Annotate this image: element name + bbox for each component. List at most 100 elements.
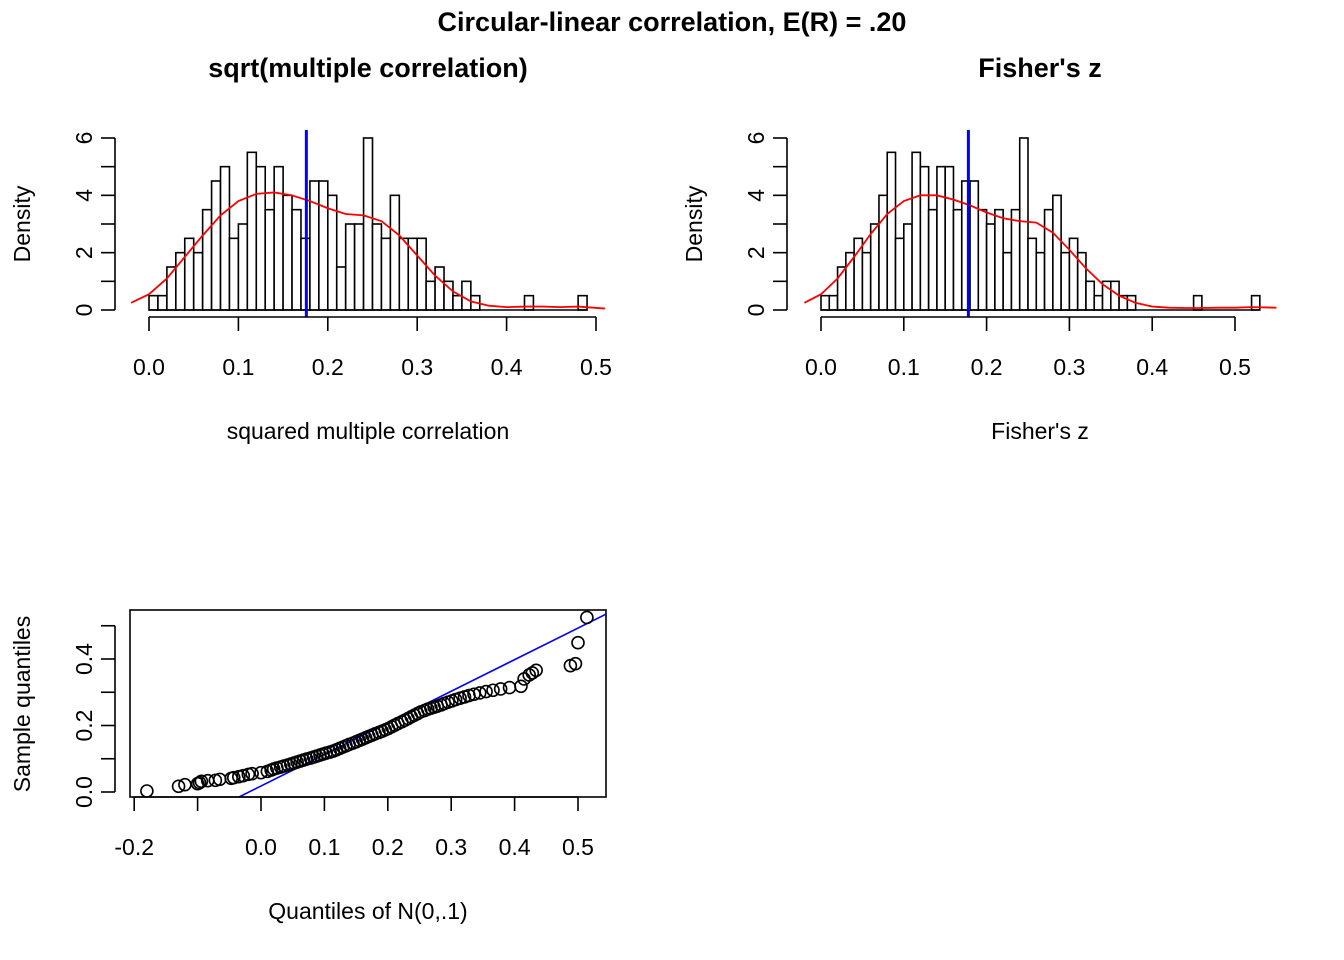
histogram-bar xyxy=(1027,237,1038,311)
qq-point xyxy=(486,683,500,698)
x-axis-label: squared multiple correlation xyxy=(227,418,510,444)
qq-point xyxy=(192,775,207,790)
histogram-bar xyxy=(1093,294,1104,311)
x-tick-label: 0.3 xyxy=(1053,354,1085,380)
x-tick-label: 0.4 xyxy=(499,834,531,860)
histogram-bar xyxy=(1010,208,1021,311)
y-tick-label: 6 xyxy=(71,132,97,145)
x-tick-label: 0.3 xyxy=(435,834,467,860)
histogram-bar xyxy=(335,266,347,311)
histogram-bar xyxy=(219,165,231,311)
x-axis-label: Fisher's z xyxy=(991,418,1089,444)
y-tick-label: 0 xyxy=(743,304,769,317)
panel-title: sqrt(multiple correlation) xyxy=(208,53,528,83)
histogram-bar xyxy=(434,266,445,311)
y-tick-label: 0.4 xyxy=(71,643,97,675)
histogram-bar xyxy=(273,165,284,311)
histogram-bar xyxy=(1043,208,1054,311)
x-tick-label: 0.0 xyxy=(805,354,837,380)
x-axis: 0.0 0.1 0.2 0.3 0.4 0.5 xyxy=(133,316,612,380)
histogram-bar xyxy=(861,251,872,311)
histogram-bar xyxy=(318,180,329,311)
y-axis-label: Sample quantiles xyxy=(9,616,35,792)
histogram-bar xyxy=(1002,251,1013,311)
histogram-bar xyxy=(192,251,204,311)
histogram-bar xyxy=(911,151,922,311)
density-curve xyxy=(130,191,606,310)
histogram-bar xyxy=(210,180,222,311)
x-axis: -0.2 0.0 0.1 0.2 0.3 0.4 0.5 xyxy=(114,796,594,860)
x-axis: 0.0 0.1 0.2 0.3 0.4 0.5 xyxy=(805,316,1251,380)
x-tick-label: 0.1 xyxy=(308,834,340,860)
histogram-bar xyxy=(344,223,356,311)
x-tick-label: 0.5 xyxy=(562,834,594,860)
panel-title: Fisher's z xyxy=(978,53,1101,83)
histogram-bar xyxy=(452,294,463,311)
x-tick-label: 0.2 xyxy=(372,834,404,860)
histogram-bar xyxy=(1018,137,1029,311)
histogram-bar xyxy=(853,237,864,311)
histogram-bar xyxy=(878,194,889,311)
x-tick-label: 0.2 xyxy=(971,354,1003,380)
histogram-bar xyxy=(255,165,267,311)
histogram-bar xyxy=(407,237,419,311)
histogram-bar xyxy=(201,208,213,311)
histogram-bar xyxy=(362,137,374,311)
qq-point xyxy=(140,784,154,798)
histogram-bar xyxy=(869,223,880,311)
qq-point xyxy=(236,768,251,783)
plot-frame xyxy=(129,609,607,798)
histogram-bar xyxy=(237,223,249,311)
histogram-bar xyxy=(326,194,338,311)
y-axis-label: Density xyxy=(9,185,35,262)
histogram-bar xyxy=(148,294,159,311)
x-tick-label: 0.0 xyxy=(133,354,165,380)
qq-point xyxy=(245,766,259,781)
histogram-bar xyxy=(994,208,1004,311)
histogram-bar xyxy=(927,208,938,311)
qq-point xyxy=(479,684,493,699)
y-tick-label: 0 xyxy=(71,304,97,317)
y-tick-label: 0.2 xyxy=(71,710,97,742)
x-tick-label: 0.5 xyxy=(1219,354,1251,380)
qq-point xyxy=(194,774,209,789)
x-tick-label: 0.4 xyxy=(491,354,523,380)
y-tick-label: 6 xyxy=(743,132,769,145)
y-axis-label: Density xyxy=(681,185,707,262)
histogram-bar xyxy=(309,180,320,311)
histogram-bar xyxy=(936,165,946,311)
histogram-bar xyxy=(416,237,427,311)
histogram-bar xyxy=(1085,280,1096,311)
main-title: Circular-linear correlation, E(R) = .20 xyxy=(438,7,907,37)
x-tick-label: 0.1 xyxy=(888,354,920,380)
histogram-bar xyxy=(398,237,410,311)
x-tick-label: 0.2 xyxy=(312,354,344,380)
qq-point xyxy=(493,682,508,696)
histogram-bar xyxy=(157,294,168,311)
histogram-bar xyxy=(820,294,831,311)
histogram-bar xyxy=(894,237,905,311)
y-axis: 0 2 4 6 xyxy=(743,132,788,317)
histogram-bar xyxy=(985,223,996,311)
qq-point xyxy=(580,610,594,625)
qq-point xyxy=(568,656,583,671)
histogram-bar xyxy=(353,223,365,311)
histogram-bar xyxy=(228,237,240,311)
qq-point xyxy=(226,770,241,785)
histogram-bar xyxy=(523,294,535,311)
histogram-bar xyxy=(1035,251,1046,311)
histogram-bar xyxy=(944,165,955,311)
histogram-bar xyxy=(828,294,839,311)
qq-point xyxy=(522,668,536,682)
histogram-sqrt-multiple-correlation: sqrt(multiple correlation) squared multi… xyxy=(9,53,612,444)
histogram-bar xyxy=(1068,237,1079,311)
x-tick-label: 0.4 xyxy=(1136,354,1168,380)
histogram-bar xyxy=(969,180,980,311)
x-axis-label: Quantiles of N(0,.1) xyxy=(268,898,467,924)
qq-point xyxy=(571,635,585,650)
histogram-bar xyxy=(291,208,302,311)
qq-point xyxy=(171,779,186,794)
x-tick-label: -0.2 xyxy=(114,834,154,860)
y-tick-label: 2 xyxy=(71,246,97,259)
